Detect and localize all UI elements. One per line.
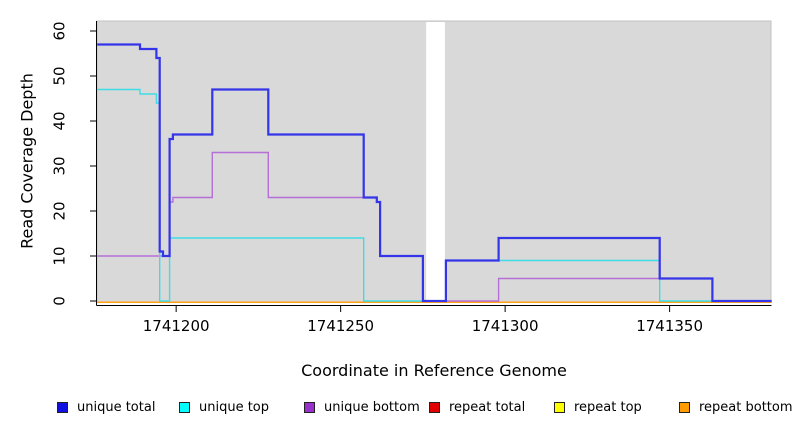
legend-item-repeat-bottom: repeat bottom (679, 398, 792, 416)
legend-label: unique bottom (324, 399, 420, 415)
legend: unique total unique top unique bottom repea… (0, 398, 792, 418)
y-axis-title: Read Coverage Depth (17, 73, 37, 249)
legend-swatch-unique-bottom (304, 401, 315, 413)
legend-swatch-unique-top (179, 401, 190, 413)
y-tick-label: 0 (51, 296, 69, 306)
x-tick-label: 1741200 (143, 317, 210, 335)
legend-label: repeat bottom (699, 399, 792, 415)
y-tick-label: 50 (51, 66, 69, 85)
legend-label: repeat total (449, 399, 526, 415)
legend-item-repeat-total: repeat total (429, 398, 525, 416)
legend-item-unique-top: unique top (179, 398, 269, 416)
y-tick-label: 10 (51, 246, 69, 265)
x-tick-label: 1741250 (307, 317, 374, 335)
legend-swatch-unique-total (57, 401, 68, 413)
x-tick-label: 1741300 (472, 317, 539, 335)
y-tick-label: 40 (51, 111, 69, 130)
legend-item-repeat-top: repeat top (554, 398, 642, 416)
x-tick-label: 1741350 (636, 317, 703, 335)
series-unique-top-line (97, 88, 772, 302)
legend-swatch-repeat-bottom (679, 401, 690, 413)
legend-label: unique top (199, 399, 270, 415)
legend-swatch-repeat-total (429, 401, 440, 413)
legend-swatch-repeat-top (554, 401, 565, 413)
legend-label: unique total (77, 399, 156, 415)
y-tick-label: 20 (51, 201, 69, 220)
y-tick-label: 60 (51, 21, 69, 40)
legend-item-unique-bottom: unique bottom (304, 398, 420, 416)
legend-item-unique-total: unique total (57, 398, 155, 416)
x-axis-title: Coordinate in Reference Genome (301, 361, 567, 380)
series-unique-total-line (97, 43, 772, 303)
legend-label: repeat top (574, 399, 642, 415)
y-tick-label: 30 (51, 156, 69, 175)
coverage-gap-band (426, 22, 445, 302)
